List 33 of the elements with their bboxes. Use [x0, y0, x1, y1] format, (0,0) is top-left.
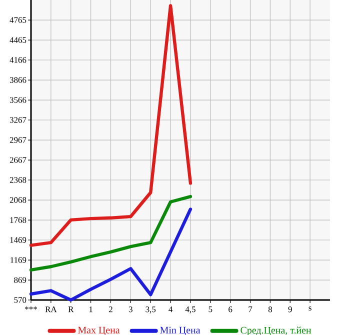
- x-tick-label: 8: [268, 306, 272, 312]
- x-tick-label: 4,5: [185, 306, 196, 314]
- y-tick-label: 869: [14, 277, 26, 283]
- line-series: [29, 4, 192, 247]
- y-tick-label: 4465: [10, 37, 26, 43]
- x-tick-label: 6: [228, 306, 232, 312]
- y-tick-label: 2967: [10, 137, 26, 143]
- x-tick-label: ***: [25, 306, 37, 310]
- legend-label: Max Цена: [78, 326, 120, 335]
- y-tick-label: 1469: [10, 237, 26, 243]
- x-tick-label: RA: [45, 306, 57, 312]
- y-tick-label: 2368: [10, 177, 26, 183]
- x-tick-label: 3,5: [146, 306, 156, 314]
- x-tick-label: 3: [128, 306, 132, 312]
- x-tick-label: 9: [288, 306, 292, 312]
- line-series: [29, 194, 192, 272]
- y-tick-label: 570: [14, 297, 26, 303]
- y-tick-label: 4166: [10, 57, 26, 63]
- y-tick-label: 3866: [10, 77, 26, 83]
- x-tick-label: 2: [108, 306, 112, 312]
- y-tick-label: 1169: [10, 257, 26, 263]
- y-tick-label: 3566: [10, 97, 26, 103]
- y-tick-label: 2667: [10, 157, 26, 163]
- x-tick-label: 1: [89, 306, 92, 312]
- y-tick-label: 4765: [10, 17, 26, 23]
- x-tick-label: 7: [248, 306, 252, 312]
- y-tick-label: 2068: [10, 197, 26, 203]
- x-tick-label: s: [308, 306, 312, 311]
- x-tick-label: 5: [208, 306, 212, 312]
- x-tick-label: R: [68, 306, 74, 312]
- x-tick-label: 4: [168, 306, 173, 312]
- y-tick-label: 3267: [10, 117, 26, 123]
- y-tick-label: 1768: [10, 217, 26, 223]
